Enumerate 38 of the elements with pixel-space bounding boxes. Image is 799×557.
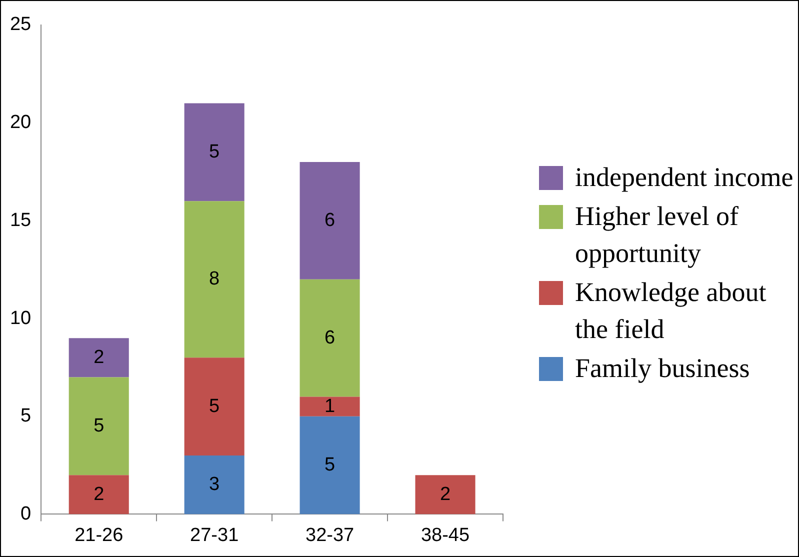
data-label: 5 xyxy=(209,141,220,162)
y-tick-label: 15 xyxy=(10,210,32,231)
legend-label: Family business xyxy=(575,352,750,385)
x-tick-label: 21-26 xyxy=(74,524,124,546)
x-tick-label: 32-37 xyxy=(305,524,354,546)
legend-label: Higher level of opportunity xyxy=(575,200,740,270)
data-label: 1 xyxy=(324,396,336,417)
bar xyxy=(184,201,244,358)
bar xyxy=(184,455,244,514)
bar xyxy=(184,358,244,456)
data-label: 2 xyxy=(94,346,104,368)
x-tick-label: 27-31 xyxy=(190,524,239,546)
data-label: 2 xyxy=(94,484,104,505)
data-label: 2 xyxy=(440,484,451,505)
bar xyxy=(184,103,244,202)
data-label: 5 xyxy=(324,454,336,476)
y-tick-label: 0 xyxy=(20,503,32,524)
data-label: 5 xyxy=(209,396,220,417)
data-label: 6 xyxy=(324,327,336,348)
bar xyxy=(415,475,476,514)
bar xyxy=(68,377,129,476)
y-tick-label: 5 xyxy=(20,406,32,427)
data-label: 5 xyxy=(94,415,104,436)
y-tick-label: 20 xyxy=(10,112,32,134)
bar xyxy=(68,475,129,514)
bar xyxy=(68,338,129,378)
x-tick-label: 38-45 xyxy=(420,524,470,546)
bar xyxy=(300,416,360,514)
bar xyxy=(300,162,360,280)
y-tick-label: 25 xyxy=(10,14,32,36)
y-tick-label: 10 xyxy=(10,308,32,329)
data-label: 8 xyxy=(209,268,220,290)
legend-label: Knowledge about the field xyxy=(575,276,768,346)
bar xyxy=(300,396,360,416)
data-label: 6 xyxy=(324,210,336,231)
data-label: 3 xyxy=(209,474,220,496)
legend-label: independent income xyxy=(575,161,794,194)
bar xyxy=(300,279,360,397)
